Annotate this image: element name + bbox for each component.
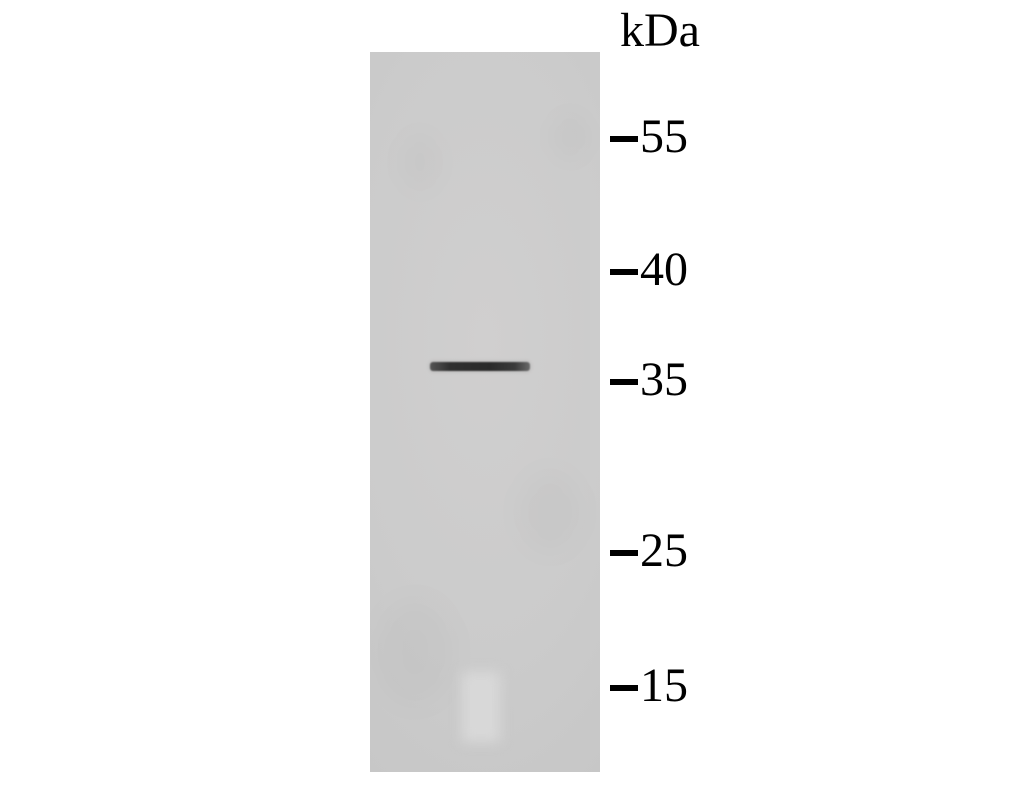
- noise-spot: [380, 602, 450, 702]
- marker-value: 55: [640, 109, 688, 164]
- marker-dash-icon: [610, 136, 638, 142]
- marker-55: 55: [610, 109, 688, 164]
- marker-dash-icon: [610, 685, 638, 691]
- noise-spot: [400, 132, 440, 192]
- marker-40: 40: [610, 242, 688, 297]
- marker-15: 15: [610, 658, 688, 713]
- marker-dash-icon: [610, 269, 638, 275]
- noise-spot: [520, 472, 580, 552]
- marker-value: 40: [640, 242, 688, 297]
- protein-band: [430, 362, 530, 371]
- noise-spot: [550, 112, 590, 162]
- marker-value: 15: [640, 658, 688, 713]
- marker-value: 35: [640, 352, 688, 407]
- marker-dash-icon: [610, 379, 638, 385]
- unit-label: kDa: [620, 3, 700, 58]
- marker-25: 25: [610, 523, 688, 578]
- marker-35: 35: [610, 352, 688, 407]
- marker-value: 25: [640, 523, 688, 578]
- light-artifact: [462, 672, 500, 742]
- marker-dash-icon: [610, 550, 638, 556]
- blot-lane: [370, 52, 600, 772]
